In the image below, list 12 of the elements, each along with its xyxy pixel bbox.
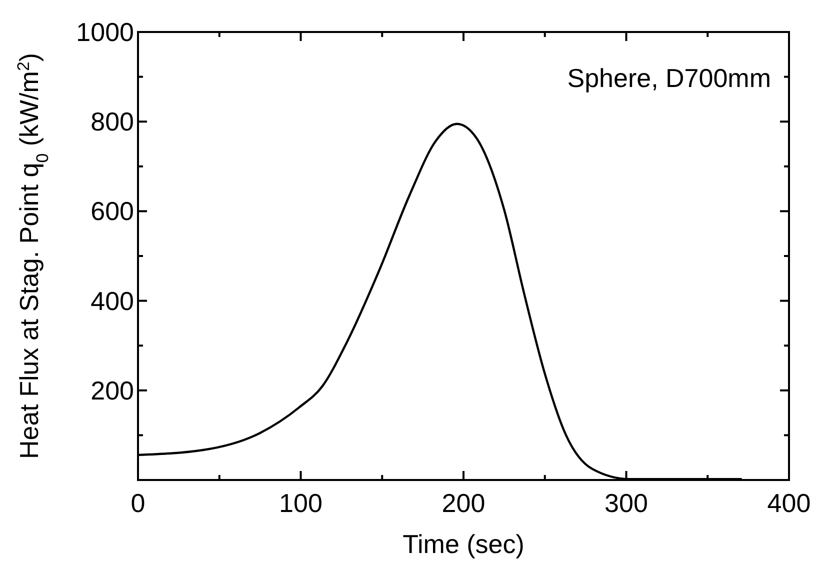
y-tick-label: 400: [90, 286, 134, 316]
x-axis-title: Time (sec): [402, 529, 524, 559]
x-tick-label: 300: [604, 488, 648, 518]
y-tick-label: 200: [90, 375, 134, 406]
y-tick-label: 600: [90, 196, 134, 226]
x-tick-label: 400: [767, 488, 811, 518]
annotation: Sphere, D700mm: [567, 63, 771, 93]
y-tick-label: 800: [90, 106, 134, 137]
y-tick-label: 1000: [76, 17, 134, 47]
x-tick-label: 0: [130, 488, 146, 518]
x-tick-label: 100: [279, 488, 322, 518]
x-tick-label: 200: [442, 488, 486, 518]
